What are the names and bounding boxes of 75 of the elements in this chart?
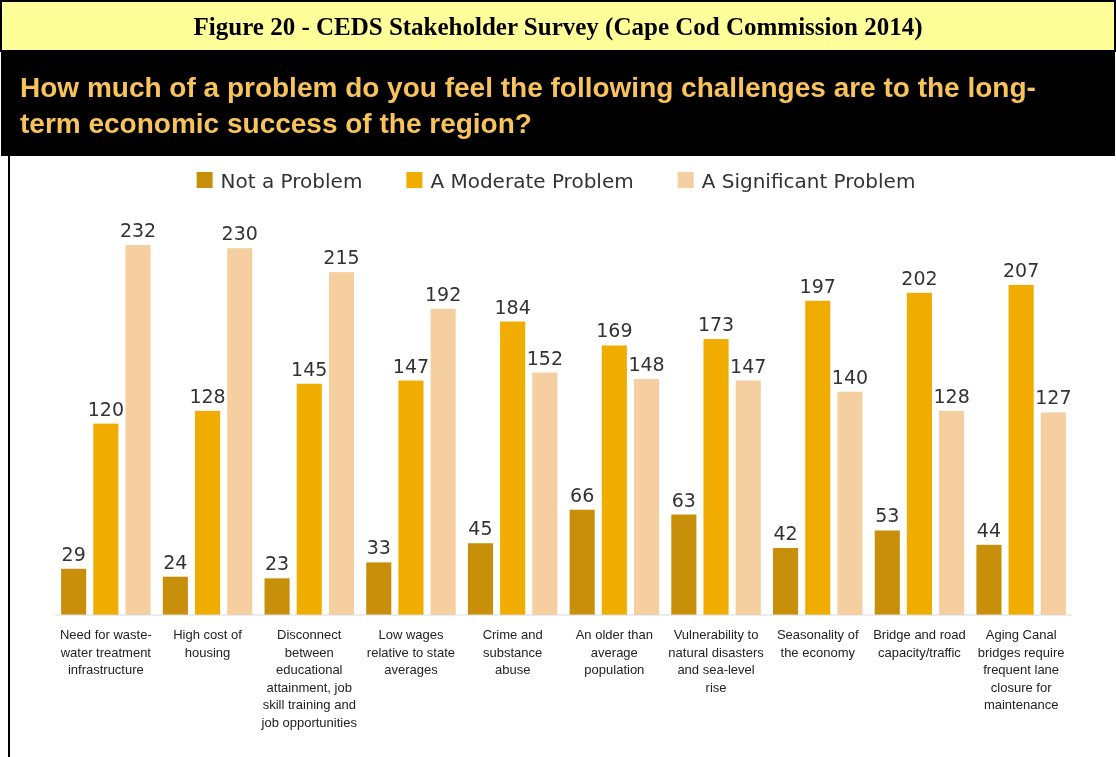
bar <box>874 530 900 615</box>
data-label: 215 <box>323 246 360 269</box>
x-tick-label: Low wages relative to state averages <box>366 627 456 677</box>
data-label: 207 <box>1003 258 1040 281</box>
data-label: 42 <box>773 522 798 545</box>
bar <box>398 380 424 615</box>
data-label: 173 <box>697 313 735 336</box>
bar <box>500 321 526 615</box>
legend-label: A Significant Problem <box>701 169 916 193</box>
data-label: 147 <box>730 354 767 377</box>
data-label: 29 <box>61 542 86 565</box>
data-label: 145 <box>291 357 328 380</box>
data-label: 120 <box>87 397 124 420</box>
bar <box>1008 284 1034 615</box>
bar <box>532 372 558 615</box>
bar <box>1040 412 1066 615</box>
legend-label: Not a Problem <box>220 169 363 193</box>
bar <box>837 391 863 615</box>
x-tick-label: Crime and substance abuse <box>482 627 543 677</box>
data-label: 230 <box>221 222 258 245</box>
x-tick-label: Disconnect between educational attainment, job skill training and job opportunities <box>260 627 358 730</box>
bar <box>162 576 188 615</box>
bar <box>430 308 456 615</box>
bar <box>296 383 322 615</box>
bar <box>366 562 392 615</box>
x-tick-label: Seasonality of the economy <box>776 627 859 660</box>
bar <box>328 272 354 615</box>
data-label: 184 <box>494 295 531 318</box>
bar <box>773 548 799 615</box>
bar <box>939 410 965 615</box>
legend-label: A Moderate Problem <box>430 169 634 193</box>
data-label: 128 <box>933 384 970 407</box>
data-label: 45 <box>468 517 493 540</box>
data-label: 148 <box>628 352 665 375</box>
data-label: 44 <box>976 518 1002 541</box>
x-tick-label: Aging Canal bridges require frequent lane closure for maintenance <box>977 627 1065 712</box>
bar <box>906 292 933 615</box>
bar <box>703 339 729 615</box>
bar <box>735 380 761 615</box>
data-label: 24 <box>163 550 188 573</box>
data-label: 232 <box>119 219 157 241</box>
bar <box>601 345 627 615</box>
data-label: 63 <box>671 488 696 511</box>
data-label: 169 <box>596 319 633 342</box>
chart-subtitle: How much of a problem do you feel the following challenges are to the long-term economic success of the region? <box>20 72 1036 139</box>
data-label: 152 <box>526 346 563 369</box>
bar <box>976 544 1002 615</box>
data-label: 147 <box>392 354 430 377</box>
data-label: 23 <box>264 552 290 575</box>
data-label: 128 <box>189 384 226 407</box>
data-label: 66 <box>570 483 595 506</box>
x-tick-label: High cost of housing <box>173 627 243 660</box>
x-tick-label: An older than average population <box>575 627 654 677</box>
data-label: 192 <box>425 282 462 305</box>
bar <box>61 568 87 615</box>
x-tick-label: Bridge and road capacity/traffic <box>873 627 966 660</box>
bar <box>671 514 697 615</box>
bar <box>93 423 119 615</box>
bar <box>195 410 221 615</box>
bar <box>264 578 290 615</box>
bar <box>805 300 831 615</box>
bar <box>227 248 253 615</box>
data-label: 53 <box>875 504 900 527</box>
data-label: 140 <box>831 365 869 388</box>
data-label: 202 <box>901 266 938 289</box>
bar <box>569 509 595 615</box>
chart-title: Figure 20 - CEDS Stakeholder Survey (Cape Cod Commission 2014) <box>193 13 923 41</box>
data-label: 33 <box>366 536 391 559</box>
x-tick-label: Need for waste-water treatment infrastructure <box>59 627 152 677</box>
x-tick-label: Vulnerability to natural disasters and sea-level rise <box>668 627 765 695</box>
data-label: 197 <box>799 274 836 297</box>
bar <box>467 543 494 615</box>
bar <box>633 378 660 615</box>
bar <box>125 245 151 615</box>
data-label: 127 <box>1035 386 1072 409</box>
